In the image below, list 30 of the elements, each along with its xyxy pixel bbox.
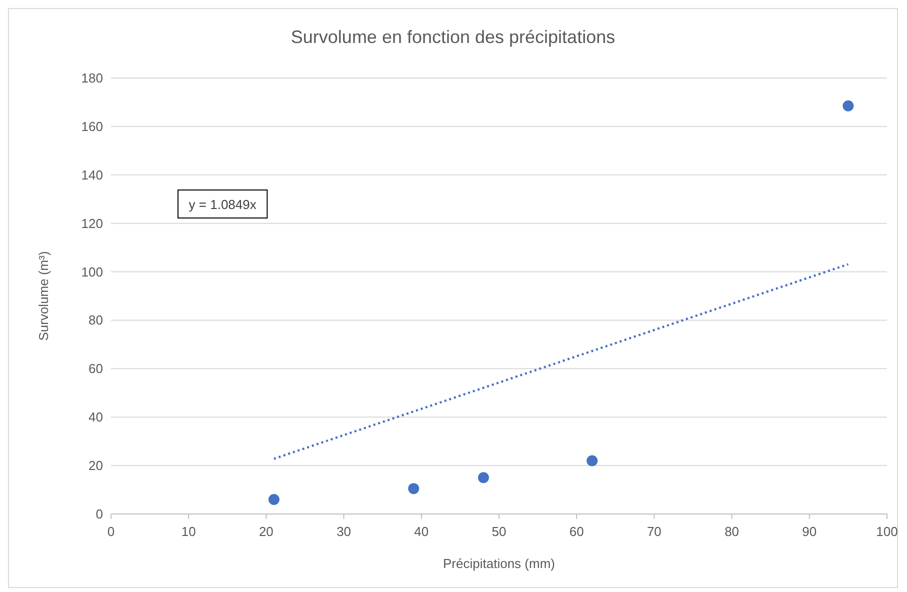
x-tick-label: 60 — [569, 524, 584, 539]
y-tick-label: 180 — [81, 70, 103, 86]
point — [842, 100, 854, 112]
y-tick-label: 20 — [88, 458, 103, 474]
y-tick-label: 100 — [81, 264, 103, 280]
y-tick-label: 0 — [96, 506, 103, 522]
x-tick-label: 80 — [724, 524, 740, 539]
x-tick-label: 30 — [336, 524, 352, 539]
x-tick-label: 50 — [492, 524, 506, 539]
point — [408, 483, 420, 494]
y-tick-label: 60 — [88, 361, 103, 376]
point — [268, 494, 280, 505]
annotation: y = 1.0849x — [188, 197, 257, 212]
point — [586, 455, 598, 466]
x-tick-label: 20 — [258, 524, 274, 539]
y-tick-label: 120 — [81, 216, 103, 231]
x-tick-label: 10 — [181, 524, 196, 539]
x-tick-label: 90 — [802, 524, 817, 539]
point — [478, 472, 489, 484]
chart-title: Survolume en fonction des précipitations — [290, 27, 616, 47]
x-tick-label: 70 — [646, 524, 662, 539]
x-tick-label: 0 — [107, 524, 115, 539]
x-tick-label: 100 — [876, 524, 898, 539]
y-tick-label: 140 — [81, 167, 103, 182]
x-axis-title: Précipitations (mm) — [443, 556, 555, 571]
y-axis-title: Survolume (m³) — [36, 251, 51, 341]
x-tick-label: 40 — [414, 524, 429, 539]
y-tick-label: 80 — [88, 312, 103, 328]
y-tick-label: 40 — [88, 410, 103, 425]
y-tick-label: 160 — [81, 118, 103, 134]
